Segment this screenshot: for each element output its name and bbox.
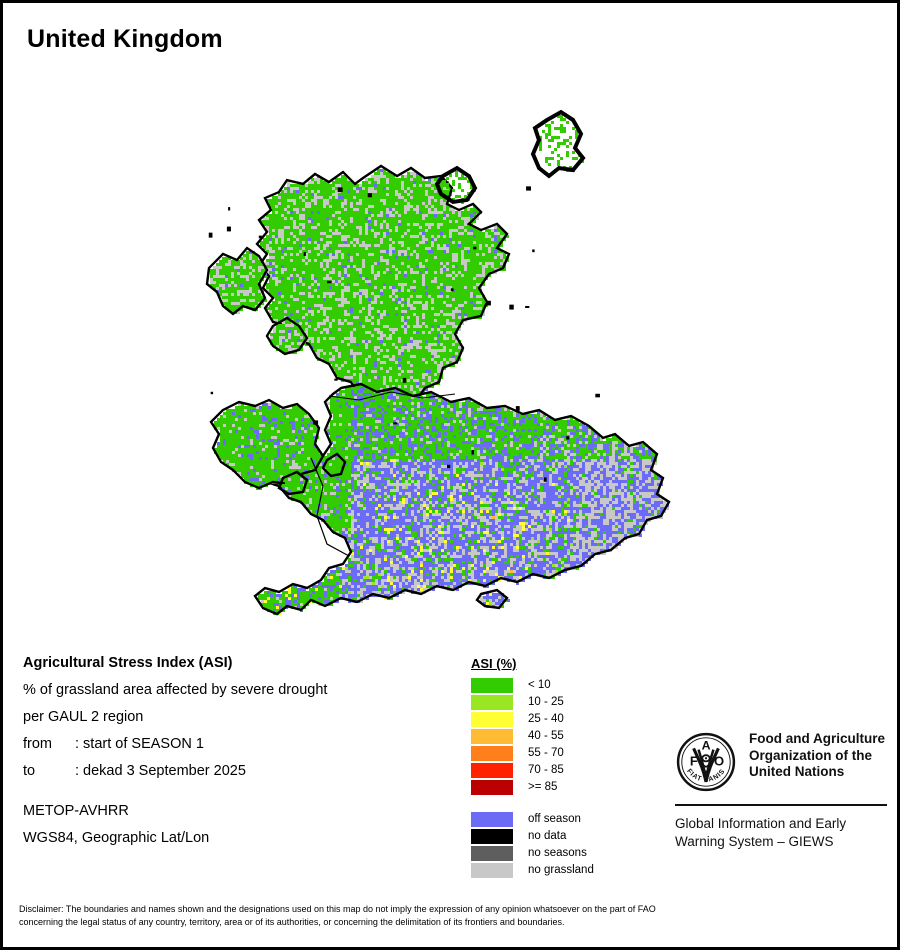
legend-class-label: 25 - 40 [528,713,564,725]
giews-name: Global Information and Early Warning Sys… [675,815,887,851]
page-title: United Kingdom [27,25,223,53]
giews-line-1: Global Information and Early [675,816,847,831]
fao-logo-row: F A O FIAT PANIS Food and Agriculture Or… [675,731,887,793]
disclaimer-line-2: concerning the legal status of any count… [19,916,565,927]
legend-special-row[interactable]: no grassland [471,862,671,879]
legend-special-swatch [471,863,513,878]
legend-special-list: off season no data no seasons no grassland [471,811,671,879]
legend-special-swatch [471,812,513,827]
info-spacer [23,790,453,803]
fao-org-line-2: Organization of the [749,747,872,763]
legend-class-row[interactable]: 10 - 25 [471,694,671,711]
legend-class-list: < 10 10 - 25 25 - 40 40 - 55 55 - 70 70 - 85 >… [471,677,671,796]
info-sensor: METOP-AVHRR [23,803,129,819]
info-description-line-2: per GAUL 2 region [23,709,144,725]
legend-class-swatch [471,780,513,795]
legend-class-label: 55 - 70 [528,747,564,759]
fao-org-line-1: Food and Agriculture [749,731,885,746]
info-description-line-1: % of grassland area affected by severe d… [23,682,328,698]
legend-class-swatch [471,712,513,727]
legend-class-swatch [471,763,513,778]
legend-class-label: 40 - 55 [528,730,564,742]
svg-text:F: F [690,754,698,769]
map-info-block: Agricultural Stress Index (ASI) % of gra… [23,655,453,857]
fao-org-line-3: United Nations [749,764,845,779]
disclaimer: Disclaimer: The boundaries and names sho… [19,903,887,928]
legend-special-swatch [471,846,513,861]
svg-text:O: O [714,754,724,769]
legend-class-label: < 10 [528,679,551,691]
map-viewport[interactable] [11,58,895,648]
legend-class-label: >= 85 [528,781,558,793]
fao-org-name: Food and Agriculture Organization of the… [749,731,885,781]
legend-special-label: off season [528,813,581,825]
info-heading: Agricultural Stress Index (ASI) [23,655,233,671]
legend-title: ASI (%) [471,656,517,671]
legend-class-swatch [471,746,513,761]
to-value: : dekad 3 September 2025 [75,763,246,779]
info-projection: WGS84, Geographic Lat/Lon [23,830,210,846]
legend-special-label: no seasons [528,847,587,859]
legend-class-row[interactable]: 40 - 55 [471,728,671,745]
legend-class-row[interactable]: 25 - 40 [471,711,671,728]
info-period-to: to : dekad 3 September 2025 [23,763,453,779]
legend-class-label: 10 - 25 [528,696,564,708]
legend-class-row[interactable]: >= 85 [471,779,671,796]
fao-emblem-icon: F A O FIAT PANIS [676,732,736,792]
from-value: : start of SEASON 1 [75,736,204,752]
svg-text:A: A [702,739,711,753]
info-period-from: from : start of SEASON 1 [23,736,453,752]
uk-asi-map[interactable] [11,58,895,648]
legend-class-label: 70 - 85 [528,764,564,776]
legend-class-swatch [471,695,513,710]
legend-special-swatch [471,829,513,844]
disclaimer-line-1: Disclaimer: The boundaries and names sho… [19,904,656,914]
legend-special-row[interactable]: off season [471,811,671,828]
legend-special-label: no grassland [528,864,594,876]
from-key: from [23,736,52,752]
legend-class-swatch [471,729,513,744]
fao-divider [675,804,887,806]
to-key: to [23,763,36,779]
map-legend: ASI (%) < 10 10 - 25 25 - 40 40 - 55 55 - 70… [471,655,671,879]
legend-class-row[interactable]: < 10 [471,677,671,694]
legend-gap [471,796,671,811]
legend-class-swatch [471,678,513,693]
legend-special-label: no data [528,830,567,842]
legend-special-row[interactable]: no seasons [471,845,671,862]
legend-class-row[interactable]: 55 - 70 [471,745,671,762]
fao-branding: F A O FIAT PANIS Food and Agriculture Or… [675,731,887,851]
legend-special-row[interactable]: no data [471,828,671,845]
legend-class-row[interactable]: 70 - 85 [471,762,671,779]
giews-line-2: Warning System – GIEWS [675,834,834,849]
